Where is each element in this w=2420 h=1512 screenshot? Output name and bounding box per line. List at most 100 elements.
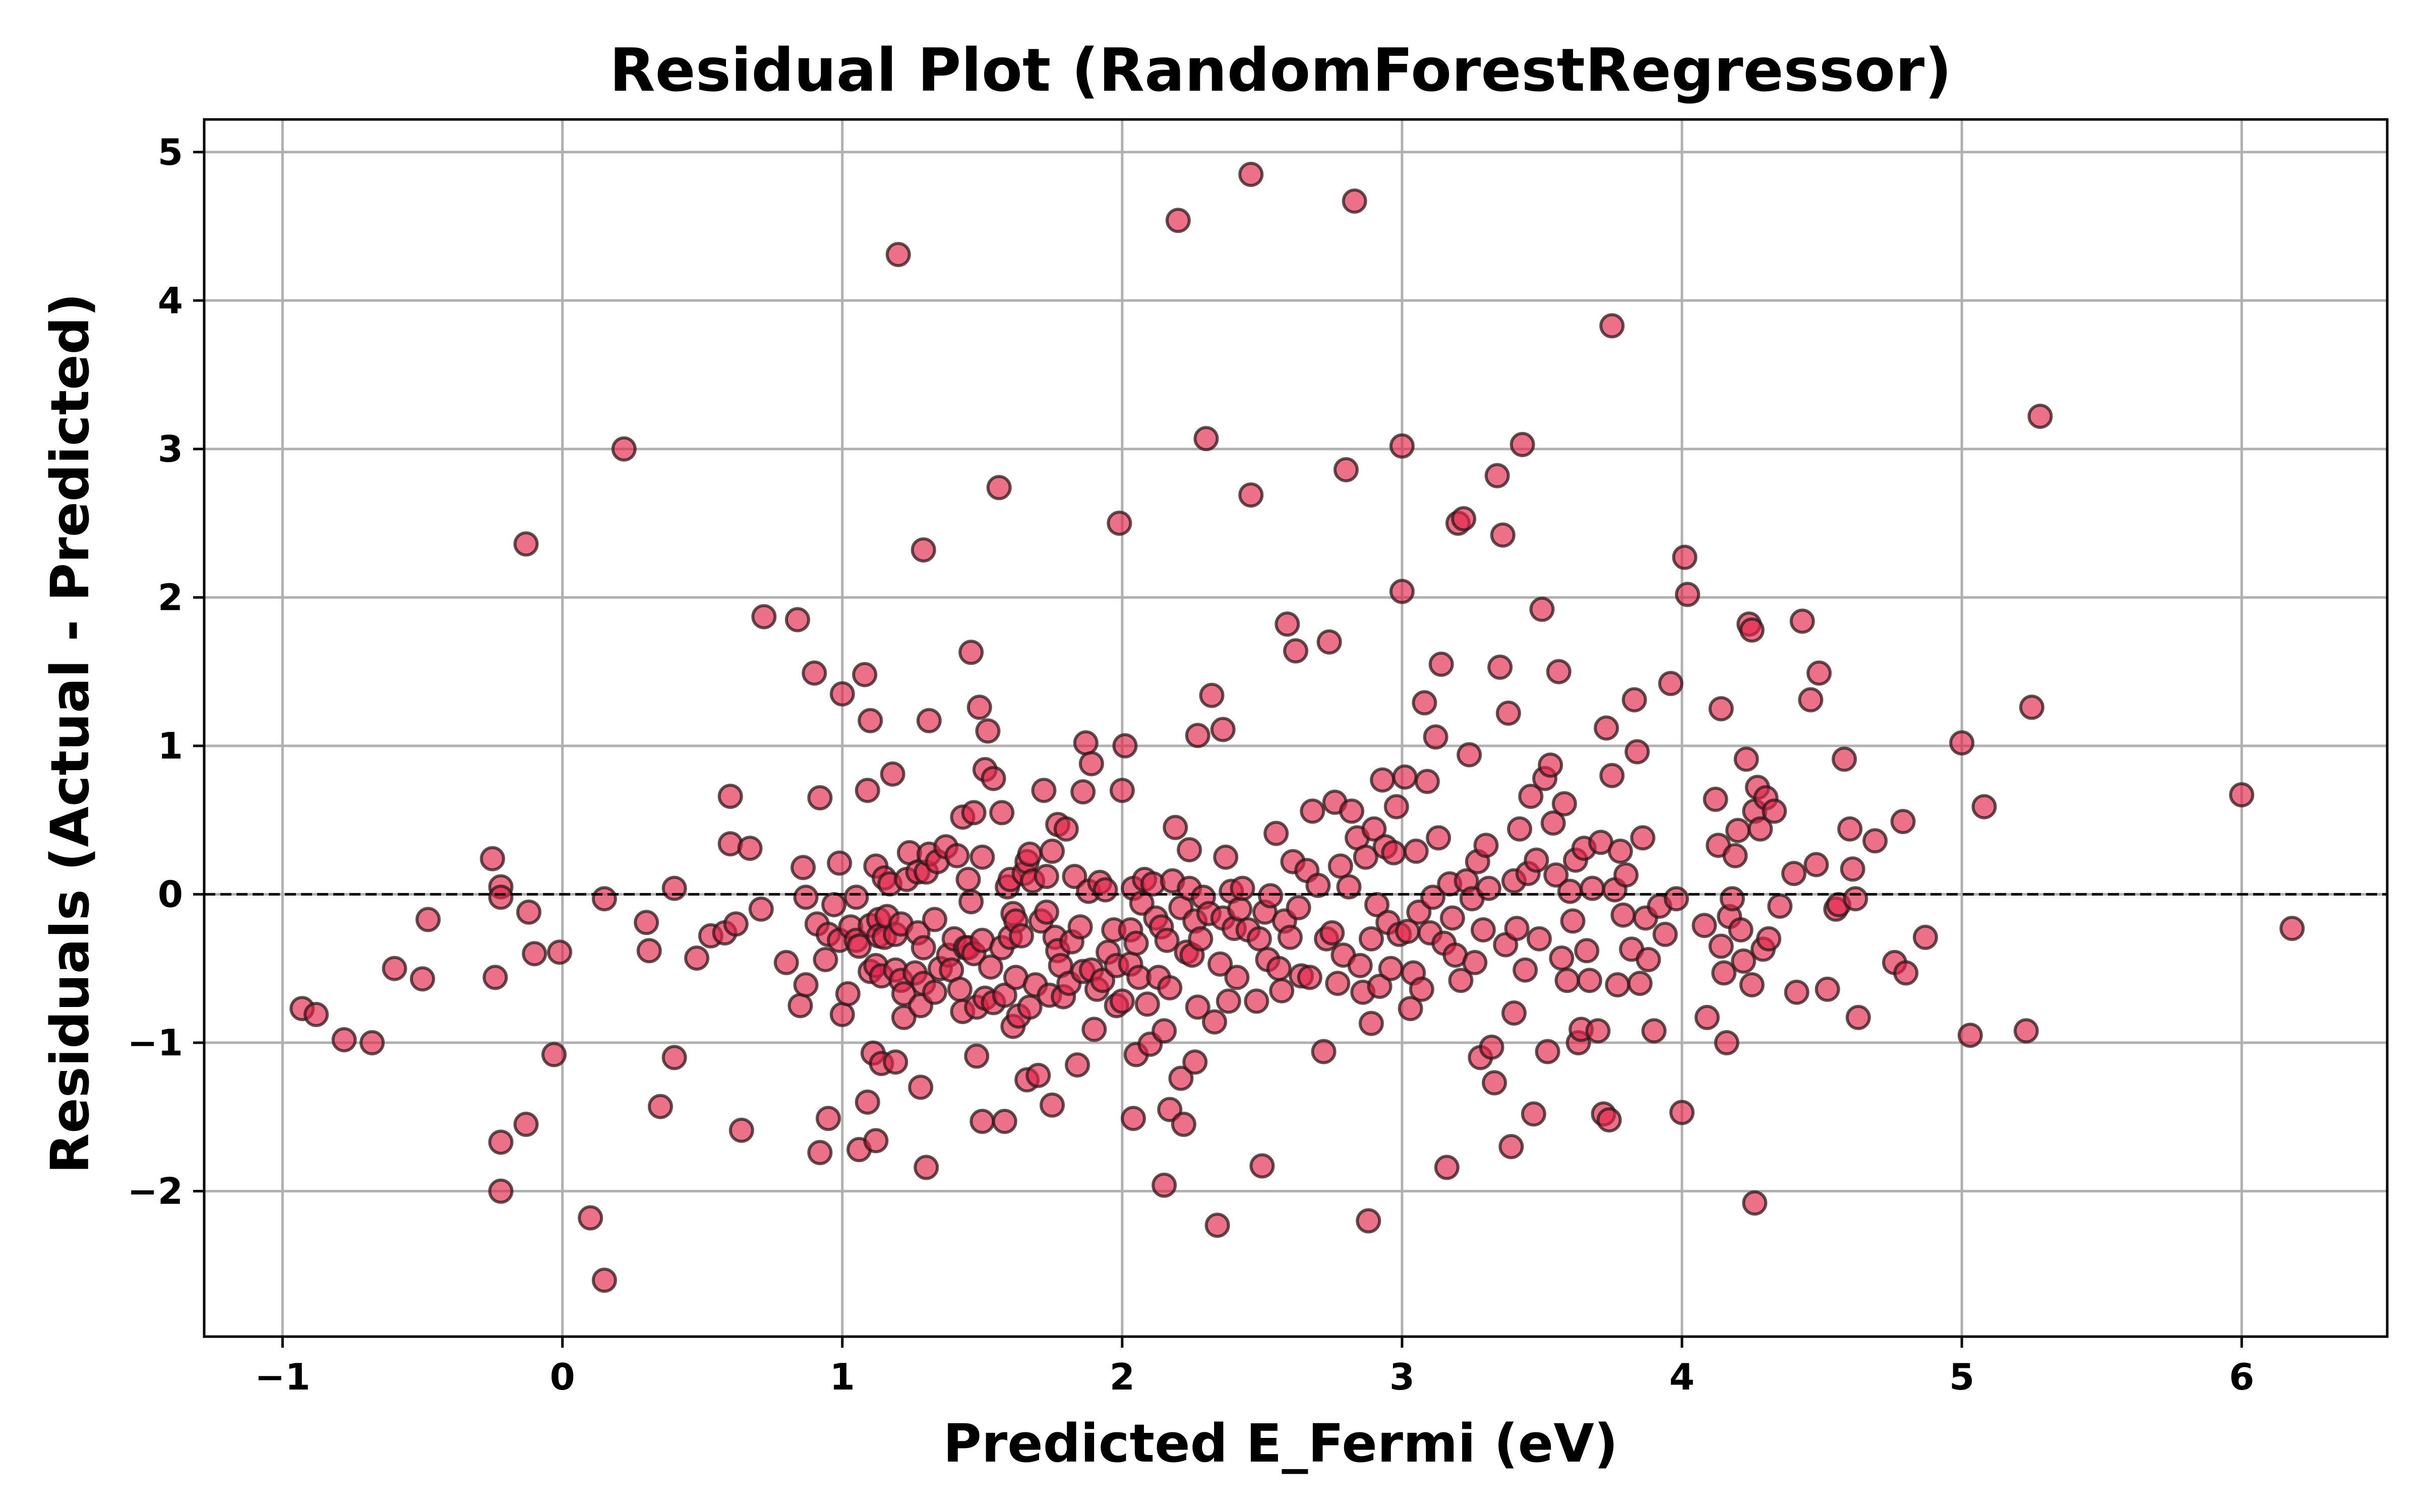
scatter-point bbox=[717, 784, 743, 809]
scatter-point bbox=[1733, 746, 1759, 772]
x-tick-label: 0 bbox=[550, 1356, 575, 1398]
scatter-point bbox=[1501, 1000, 1527, 1026]
scatter-point bbox=[1845, 1004, 1871, 1030]
scatter-point bbox=[1722, 843, 1748, 868]
scatter-point bbox=[1389, 579, 1415, 604]
scatter-point bbox=[1728, 917, 1753, 942]
scatter-point bbox=[852, 662, 878, 687]
plot-area-frame bbox=[203, 118, 2389, 1338]
scatter-point bbox=[1078, 751, 1104, 777]
scatter-point bbox=[1605, 972, 1630, 997]
scatter-point bbox=[1448, 968, 1474, 993]
scatter-point bbox=[1193, 426, 1219, 452]
scatter-point bbox=[1843, 886, 1868, 912]
scatter-point bbox=[1403, 838, 1429, 864]
scatter-point bbox=[992, 1109, 1017, 1134]
scatter-point bbox=[855, 1089, 880, 1115]
scatter-point bbox=[1361, 816, 1387, 842]
scatter-point bbox=[634, 910, 659, 935]
scatter-point bbox=[1093, 877, 1118, 903]
scatter-point bbox=[1112, 733, 1138, 759]
scatter-point bbox=[1414, 769, 1440, 794]
scatter-point bbox=[958, 889, 984, 915]
scatter-point bbox=[1165, 208, 1191, 233]
scatter-point bbox=[1549, 946, 1575, 971]
scatter-point bbox=[1297, 965, 1322, 990]
scatter-point bbox=[1479, 1034, 1504, 1060]
scatter-point bbox=[1383, 794, 1409, 820]
scatter-point bbox=[1356, 1208, 1381, 1234]
scatter-point bbox=[1708, 696, 1734, 722]
scatter-point bbox=[1336, 874, 1362, 900]
scatter-point bbox=[1152, 1172, 1177, 1198]
scatter-point bbox=[1512, 957, 1538, 983]
y-tick-label: 3 bbox=[158, 428, 183, 470]
scatter-point bbox=[1286, 895, 1311, 920]
scatter-point bbox=[1806, 660, 1832, 686]
scatter-point bbox=[1739, 617, 1765, 643]
scatter-point bbox=[729, 1117, 754, 1143]
scatter-point bbox=[966, 695, 992, 720]
scatter-point bbox=[737, 836, 763, 861]
scatter-point bbox=[858, 708, 883, 733]
y-tick-label: −2 bbox=[128, 1170, 183, 1212]
scatter-point bbox=[1529, 596, 1555, 622]
scatter-point bbox=[1009, 923, 1034, 949]
scatter-point bbox=[835, 981, 861, 1006]
scatter-point bbox=[1409, 976, 1434, 1002]
scatter-point bbox=[1325, 971, 1351, 996]
scatter-point bbox=[793, 972, 819, 997]
scatter-point bbox=[1358, 1011, 1384, 1036]
scatter-point bbox=[1784, 979, 1809, 1005]
x-tick-label: 1 bbox=[830, 1356, 855, 1398]
scatter-point bbox=[911, 537, 936, 563]
scatter-point bbox=[1210, 717, 1236, 742]
scatter-point bbox=[415, 907, 441, 932]
scatter-point bbox=[1762, 798, 1787, 824]
scatter-point bbox=[636, 938, 662, 964]
scatter-point bbox=[1557, 878, 1583, 904]
scatter-point bbox=[1070, 779, 1096, 805]
scatter-point bbox=[914, 1155, 939, 1180]
scatter-point bbox=[1535, 1039, 1560, 1064]
scatter-point bbox=[1627, 971, 1653, 996]
scatter-point bbox=[1720, 886, 1745, 912]
scatter-point bbox=[1367, 974, 1393, 999]
scatter-point bbox=[1034, 864, 1059, 889]
scatter-point bbox=[829, 681, 855, 707]
x-tick-label: 2 bbox=[1110, 1356, 1135, 1398]
scatter-point bbox=[955, 866, 981, 892]
scatter-point bbox=[1081, 1017, 1107, 1042]
scatter-point bbox=[1652, 921, 1678, 947]
scatter-point bbox=[829, 1001, 855, 1027]
y-tick-label: 5 bbox=[158, 131, 183, 173]
scatter-point bbox=[1669, 1100, 1695, 1125]
x-axis-label: Predicted E_Fermi (eV) bbox=[943, 1413, 1618, 1474]
x-tick-label: 4 bbox=[1669, 1356, 1695, 1398]
scatter-point bbox=[1599, 313, 1625, 339]
scatter-point bbox=[1109, 778, 1135, 803]
scatter-point bbox=[970, 844, 995, 870]
scatter-point bbox=[1275, 611, 1300, 637]
scatter-point bbox=[855, 778, 880, 803]
scatter-point bbox=[1428, 651, 1454, 677]
scatter-point bbox=[1420, 885, 1445, 910]
scatter-point bbox=[748, 896, 774, 922]
scatter-point bbox=[922, 907, 947, 932]
scatter-point bbox=[981, 766, 1006, 791]
scatter-point bbox=[1708, 933, 1734, 959]
scatter-point bbox=[1249, 1153, 1275, 1179]
scatter-point bbox=[1213, 844, 1239, 870]
scatter-point bbox=[1311, 1039, 1337, 1064]
x-tick-label: −1 bbox=[255, 1356, 310, 1398]
scatter-point bbox=[1560, 908, 1586, 934]
scatter-point bbox=[1327, 853, 1353, 879]
y-tick-label: −1 bbox=[128, 1022, 183, 1064]
scatter-point bbox=[1498, 1134, 1524, 1159]
scatter-point bbox=[488, 1178, 514, 1204]
scatter-point bbox=[1457, 742, 1482, 768]
scatter-point bbox=[513, 531, 539, 557]
scatter-point bbox=[1913, 924, 1938, 950]
scatter-point bbox=[1476, 875, 1501, 901]
